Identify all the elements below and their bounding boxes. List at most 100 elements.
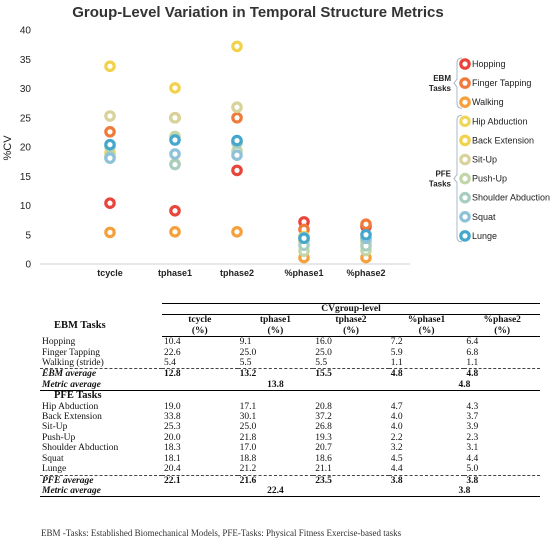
table-spacer-cell [162, 390, 238, 402]
data-point-finger-tapping [104, 125, 116, 138]
data-point-back-extension [169, 82, 181, 94]
data-point-hopping [104, 197, 116, 209]
value-cell: 4.4 [466, 453, 479, 464]
column-header: tphase1 [259, 315, 291, 326]
value-cell: 4.7 [390, 401, 403, 412]
group-average-row: EBM average 12.8 13.2 15.5 4.8 4.8 [40, 368, 540, 380]
value-cell: 18.8 [239, 453, 257, 464]
table-row: Sit-Up 25.3 25.0 26.8 4.0 3.9 [40, 422, 540, 432]
value-cell: 6.8 [466, 347, 479, 358]
data-point-walking [169, 226, 181, 238]
table-spacer-cell [237, 390, 314, 402]
table-column-header-row: EBM Tasks tcycle tphase1 tphase2 %phase1 %pha… [40, 315, 540, 330]
value-cell: 33.8 [164, 412, 181, 423]
y-tick-label: 10 [20, 201, 32, 212]
data-points [104, 40, 372, 264]
legend-marker [459, 230, 471, 242]
legend-label: Lunge [472, 231, 497, 241]
data-point-back-extension [104, 60, 116, 73]
value-cell: 6.4 [466, 337, 479, 348]
data-point-lunge [169, 134, 181, 146]
average-value: 3.8 [388, 474, 465, 486]
task-name-cell: Shoulder Abduction [42, 443, 119, 454]
table-group-header-row: CVgroup-level [40, 302, 540, 316]
value-cell: 26.8 [315, 422, 332, 433]
value-cell: 5.9 [390, 347, 403, 358]
table-column-header-row: (%) (%) (%) (%) (%) [40, 325, 540, 338]
legend-label: Push-Up [472, 174, 507, 184]
metric-average-time: 22.4 [162, 485, 389, 498]
table-spacer-cell [313, 390, 389, 402]
table-row: Shoulder Abduction 18.3 17.0 20.7 3.2 3.1 [40, 443, 540, 453]
average-value: 3.8 [464, 474, 540, 486]
column-header: (%) [464, 325, 540, 338]
x-tick-label: %phase2 [346, 268, 385, 278]
legend-group-label: Tasks [429, 180, 452, 189]
table-spacer-cell [388, 390, 465, 402]
value-cell: 18.1 [164, 453, 181, 464]
table-row: Finger Tapping 22.6 25.0 25.0 5.9 6.8 [40, 348, 540, 358]
pfe-section-header-row: PFE Tasks [40, 390, 540, 402]
data-point-hopping [231, 164, 243, 177]
legend: Hopping Finger Tapping Walking Hip Abductio… [429, 57, 550, 243]
value-cell: 3.7 [466, 412, 479, 423]
metric-average-percent: 3.8 [388, 485, 540, 498]
metric-average-label: Metric average [42, 379, 101, 390]
column-header: tcycle [188, 315, 212, 326]
y-tick-label: 15 [20, 172, 32, 183]
data-point-lunge [231, 134, 243, 147]
task-name-cell: Squat [42, 453, 64, 464]
metric-average-label: Metric average [40, 485, 162, 498]
data-point-walking [104, 226, 116, 239]
column-header: (%) [162, 325, 238, 338]
data-point-squat [169, 148, 181, 160]
table-row: Hip Abduction 19.0 17.1 20.8 4.7 4.3 [40, 402, 540, 412]
value-cell: 5.5 [239, 358, 252, 369]
legend-marker [459, 77, 471, 89]
value-cell: 30.1 [239, 412, 257, 423]
data-point-walking [231, 226, 243, 238]
metric-average-row: Metric average 13.8 4.8 [40, 380, 540, 391]
legend-marker [459, 191, 471, 204]
value-cell: 25.3 [164, 422, 181, 433]
task-name-cell: Push-Up [42, 432, 76, 443]
value-cell: 5.5 [315, 358, 328, 369]
metric-average-percent: 4.8 [458, 379, 471, 390]
average-value: 13.2 [237, 368, 314, 380]
x-tick-label: tcycle [97, 268, 123, 278]
cv-table-container: CVgroup-level EBM Tasks tcycle tphase1 tphas… [40, 302, 540, 498]
data-point-back-extension [231, 40, 243, 53]
column-header: %phase1 [407, 315, 446, 326]
data-point-squat [104, 152, 116, 164]
data-point-lunge [104, 138, 116, 151]
legend-marker [459, 211, 471, 223]
value-cell: 25.0 [239, 422, 257, 433]
legend-group-bracket [453, 114, 463, 243]
value-cell: 20.7 [315, 443, 332, 454]
y-tick-label: 30 [20, 84, 32, 95]
group-average-row: PFE average 22.1 21.6 23.5 3.8 3.8 [40, 474, 540, 486]
legend-label: Back Extension [472, 135, 534, 145]
legend-label: Shoulder Abduction [472, 193, 550, 203]
legend-group-bracket [453, 57, 463, 109]
value-cell: 1.1 [390, 358, 403, 369]
task-name-cell: Back Extension [42, 412, 102, 423]
value-cell: 2.2 [390, 432, 403, 443]
value-cell: 1.1 [466, 358, 479, 369]
value-cell: 4.4 [390, 464, 403, 475]
value-cell: 4.5 [390, 453, 403, 464]
column-header: (%) [237, 325, 314, 338]
value-cell: 4.3 [466, 401, 479, 412]
y-tick-label: 35 [20, 55, 32, 66]
value-cell: 21.8 [239, 432, 257, 443]
value-cell: 21.2 [239, 464, 257, 475]
legend-group-label: Tasks [429, 84, 452, 93]
x-axis: tcycle tphase1 tphase2 %phase1 %phase2 [40, 263, 410, 278]
y-tick-label: 20 [20, 143, 32, 154]
data-point-sit-up [231, 101, 243, 114]
value-cell: 25.0 [239, 347, 257, 358]
average-label: EBM average [40, 368, 162, 380]
y-tick-label: 5 [25, 230, 31, 241]
x-tick-label: tphase2 [220, 268, 254, 278]
table-row: Squat 18.1 18.8 18.6 4.5 4.4 [40, 454, 540, 464]
